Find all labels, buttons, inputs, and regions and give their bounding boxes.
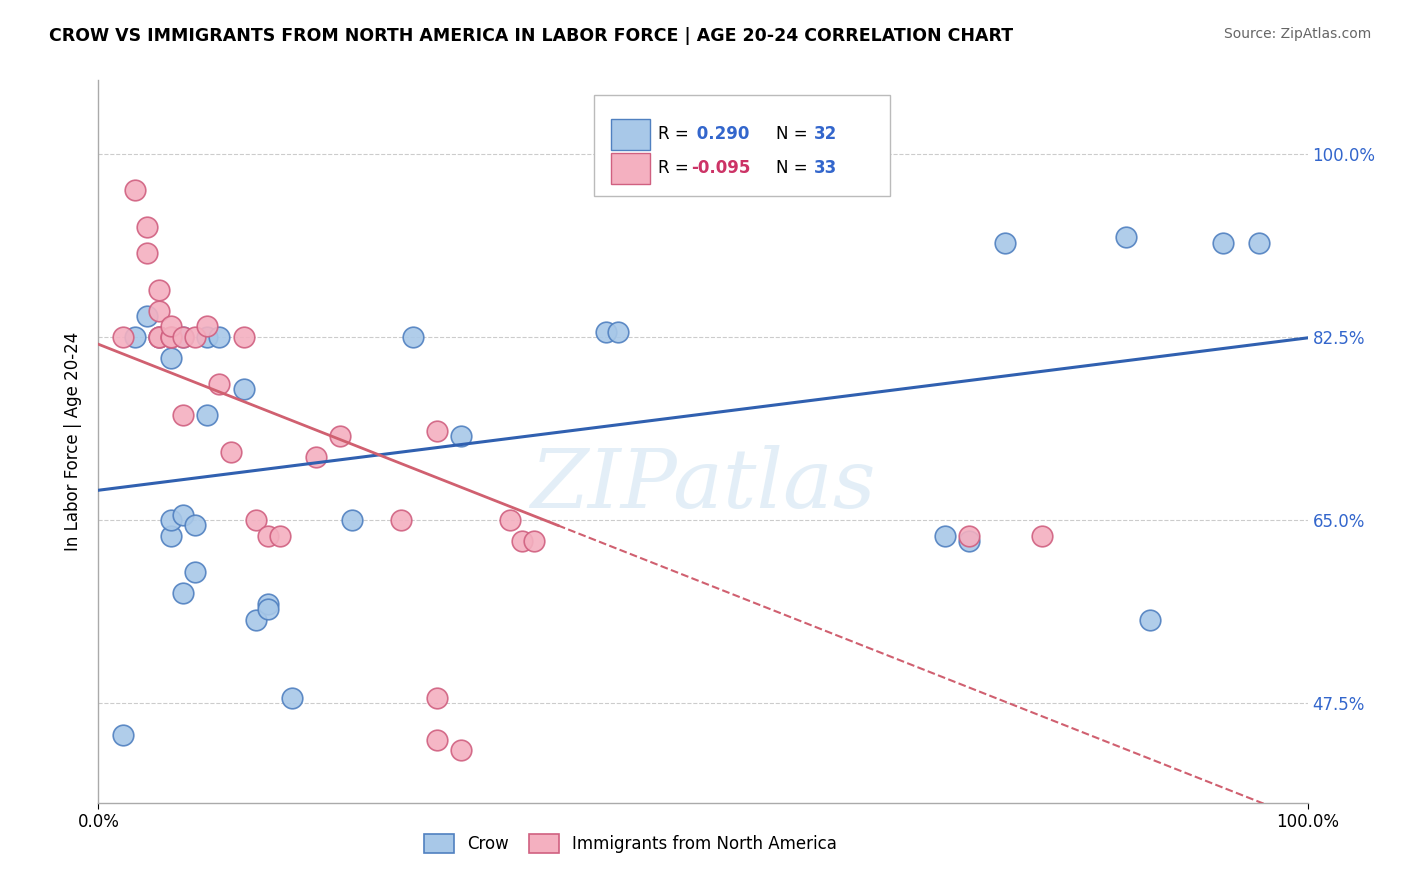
Text: CROW VS IMMIGRANTS FROM NORTH AMERICA IN LABOR FORCE | AGE 20-24 CORRELATION CHA: CROW VS IMMIGRANTS FROM NORTH AMERICA IN… [49,27,1014,45]
Point [148,330,170,344]
Point [148,283,170,297]
Point [232,330,254,344]
Point [305,450,328,465]
Text: R =: R = [658,126,695,144]
Point [256,529,278,543]
Text: Source: ZipAtlas.com: Source: ZipAtlas.com [1223,27,1371,41]
FancyBboxPatch shape [595,95,890,196]
Point [172,508,194,522]
Point [426,733,449,747]
Point [148,303,170,318]
Point [994,235,1017,250]
Point [389,513,412,527]
Text: 32: 32 [814,126,838,144]
Point [1115,230,1137,244]
Point [957,529,980,543]
Point [148,330,170,344]
Point [208,376,231,391]
Point [172,586,194,600]
Point [426,691,449,706]
Point [523,534,546,549]
Point [160,513,183,527]
Point [172,409,194,423]
Point [498,513,520,527]
Point [1249,235,1271,250]
Point [1212,235,1234,250]
FancyBboxPatch shape [612,120,650,150]
Text: N =: N = [776,126,813,144]
Point [510,534,533,549]
Y-axis label: In Labor Force | Age 20-24: In Labor Force | Age 20-24 [65,332,83,551]
Point [184,518,207,533]
Point [184,330,207,344]
Point [281,691,304,706]
Point [245,513,267,527]
Text: 33: 33 [814,160,838,178]
Point [426,424,449,438]
Point [172,330,194,344]
Point [607,325,630,339]
Point [124,330,146,344]
Point [124,183,146,197]
Text: -0.095: -0.095 [690,160,751,178]
Point [208,330,231,344]
Point [1139,613,1161,627]
Point [342,513,364,527]
Point [160,351,183,365]
Point [135,309,157,323]
Point [111,330,134,344]
Point [111,728,134,742]
Point [195,330,218,344]
Text: 0.290: 0.290 [690,126,749,144]
Point [595,325,617,339]
Point [135,246,157,260]
Point [184,566,207,580]
Point [256,602,278,616]
Point [256,597,278,611]
Point [957,534,980,549]
Point [195,409,218,423]
Point [172,330,194,344]
Point [934,529,956,543]
Point [232,382,254,396]
Text: N =: N = [776,160,813,178]
FancyBboxPatch shape [612,153,650,184]
Point [245,613,267,627]
Point [160,330,183,344]
Point [135,219,157,234]
Point [195,319,218,334]
Point [1031,529,1053,543]
Point [148,330,170,344]
Point [160,529,183,543]
Text: ZIPatlas: ZIPatlas [530,445,876,524]
Text: R =: R = [658,160,695,178]
Point [160,330,183,344]
Point [160,319,183,334]
Point [450,743,472,757]
Point [450,429,472,443]
Point [269,529,291,543]
Point [402,330,425,344]
Point [329,429,352,443]
Legend: Crow, Immigrants from North America: Crow, Immigrants from North America [418,827,844,860]
Point [221,445,243,459]
